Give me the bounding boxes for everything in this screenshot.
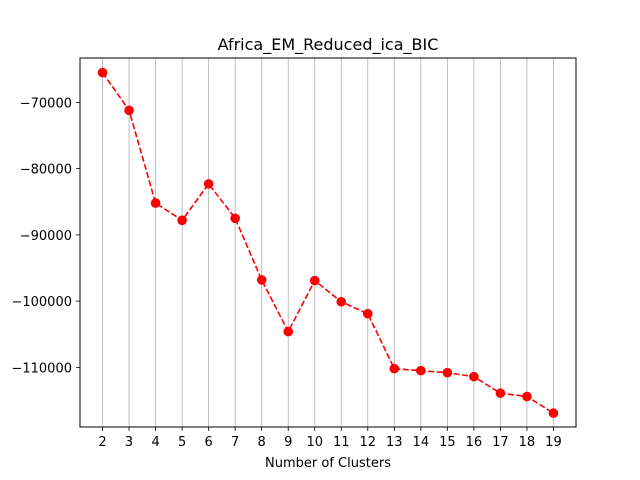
y-axis: −70000 −80000 −90000 −100000 −110000 <box>11 96 80 376</box>
x-tick-label: 10 <box>306 435 323 450</box>
y-tick-label: −100000 <box>11 295 72 310</box>
data-point <box>150 198 161 208</box>
data-point <box>362 308 373 319</box>
data-point <box>469 371 479 382</box>
chart-title: Africa_EM_Reduced_ica_BIC <box>218 35 439 55</box>
y-tick-label: −70000 <box>20 96 72 111</box>
x-tick-label: 15 <box>439 435 456 450</box>
x-axis-title: Number of Clusters <box>265 456 391 471</box>
x-tick-label: 9 <box>284 435 292 450</box>
y-tick-label: −110000 <box>11 361 72 376</box>
data-point <box>124 105 134 116</box>
x-tick-label: 3 <box>125 435 133 450</box>
data-point <box>283 326 294 337</box>
plot-frame <box>79 57 577 428</box>
x-tick-label: 17 <box>492 435 509 450</box>
data-point <box>548 408 559 418</box>
x-tick-label: 12 <box>360 435 377 450</box>
x-tick-label: 13 <box>386 435 403 450</box>
x-tick-label: 6 <box>205 435 213 450</box>
series-line <box>101 72 554 414</box>
x-tick-label: 7 <box>231 435 239 450</box>
x-tick-label: 11 <box>333 435 350 450</box>
x-tick-label: 5 <box>178 435 186 450</box>
x-tick-label: 2 <box>98 435 106 450</box>
y-tick-label: −90000 <box>20 229 72 244</box>
data-point <box>522 391 532 402</box>
x-tick-label: 16 <box>466 435 483 450</box>
x-tick-label: 4 <box>151 435 159 450</box>
x-tick-label: 19 <box>545 435 562 450</box>
series-layer <box>97 67 559 418</box>
x-tick-label: 8 <box>258 435 266 450</box>
data-point <box>256 275 267 285</box>
grid-layer <box>102 58 554 427</box>
data-point <box>203 179 214 189</box>
data-point <box>230 213 240 224</box>
data-point <box>309 275 320 286</box>
y-tick-label: −80000 <box>20 163 72 178</box>
data-point <box>336 296 347 307</box>
data-point <box>389 363 400 374</box>
data-point <box>495 388 506 399</box>
x-tick-label: 18 <box>519 435 536 450</box>
data-point <box>442 367 453 378</box>
data-point <box>177 215 187 226</box>
data-point <box>416 365 426 376</box>
x-tick-label: 14 <box>413 435 430 450</box>
x-axis: 2 3 4 5 6 7 8 9 10 11 12 13 14 15 16 17 18 19 <box>98 427 562 450</box>
data-point <box>97 67 108 78</box>
